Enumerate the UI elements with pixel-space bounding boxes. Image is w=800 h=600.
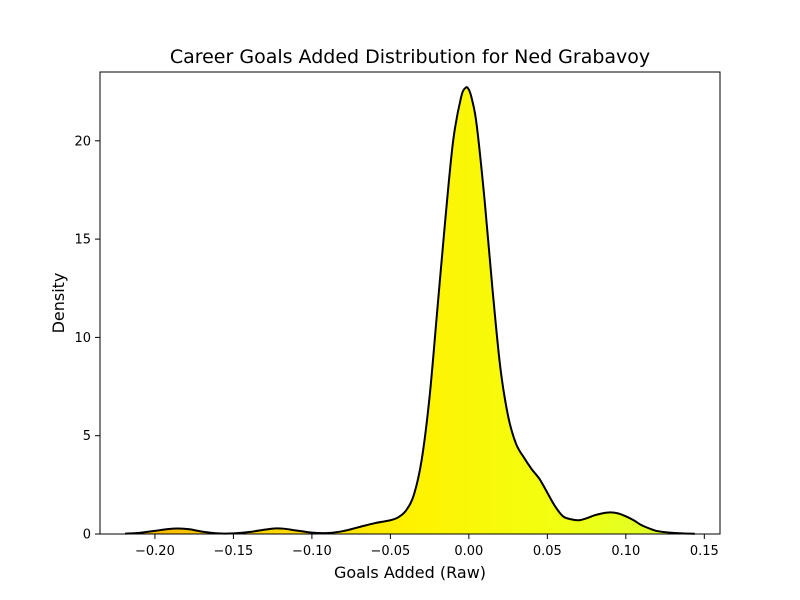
x-tick-label: 0.10: [611, 544, 640, 559]
y-tick-label: 15: [74, 233, 91, 248]
plot-area: [99, 71, 721, 535]
chart-title: Career Goals Added Distribution for Ned …: [170, 46, 650, 68]
x-tick-label: 0.00: [454, 544, 483, 559]
x-axis-label: Goals Added (Raw): [334, 563, 486, 582]
y-tick-label: 5: [83, 429, 91, 444]
density-fill: [125, 87, 695, 534]
x-axis: −0.20 −0.15 −0.10 −0.05 0.00 0.05 0.10 0.15: [135, 534, 719, 559]
x-tick-label: −0.20: [135, 544, 175, 559]
y-axis: 0 5 10 15 20: [74, 134, 100, 543]
x-tick-label: −0.05: [370, 544, 410, 559]
x-tick-label: −0.15: [213, 544, 253, 559]
y-tick-label: 10: [74, 331, 91, 346]
density-line: [125, 86, 695, 535]
y-tick-label: 0: [83, 528, 91, 543]
x-tick-label: −0.10: [292, 544, 332, 559]
y-axis-label: Density: [49, 273, 68, 334]
x-tick-label: 0.15: [690, 544, 719, 559]
plot-frame: [99, 71, 721, 535]
x-tick-label: 0.05: [533, 544, 562, 559]
y-tick-label: 20: [74, 134, 91, 149]
